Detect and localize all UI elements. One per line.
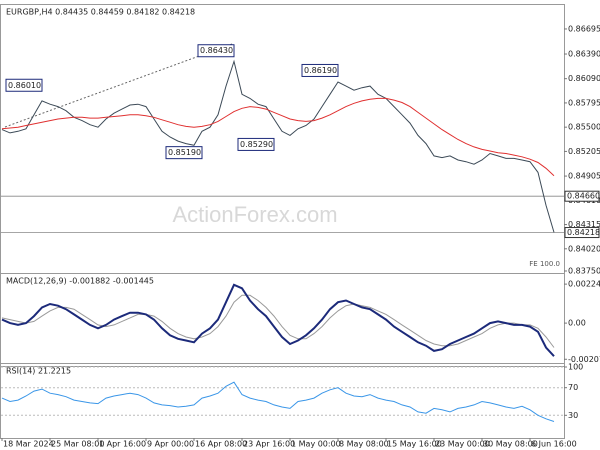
y-tick-label: 0.85205: [568, 147, 600, 156]
panel-title: RSI(14) 21.2215: [6, 367, 71, 376]
swing-label: 0.85190: [168, 148, 201, 157]
y-tick-label: 0.002241: [568, 280, 600, 289]
y-tick-label: 70: [568, 383, 578, 392]
swing-label-box: [197, 44, 235, 58]
series-line: [1, 381, 555, 422]
y-tick-label: 0.85500: [568, 123, 600, 132]
y-tick-label: 0.00: [568, 319, 586, 328]
y-tick-label: 0.85795: [568, 98, 600, 107]
y-tick-label: 0.86695: [568, 24, 600, 33]
level-label: 0.84218: [567, 228, 600, 237]
x-tick-label: 25 Mar 08:00: [51, 440, 104, 449]
swing-label-box: [5, 78, 43, 92]
swing-label-box: [301, 63, 339, 77]
panel-title: EURGBP,H4 0.84435 0.84459 0.84182 0.8421…: [6, 8, 195, 17]
y-tick-label: 100: [568, 363, 583, 372]
swing-label: 0.86010: [8, 81, 41, 90]
y-tick-label: 0.84905: [568, 172, 600, 181]
trend-line: [4, 43, 233, 128]
series-line: [1, 283, 555, 357]
x-tick-label: 18 Mar 2024: [3, 440, 54, 449]
watermark: ActionForex.com: [172, 202, 337, 227]
series-line: [1, 294, 555, 348]
y-tick-label: 0.84315: [568, 220, 600, 229]
swing-label: 0.86190: [304, 66, 337, 75]
x-tick-label: 1 Apr 16:00: [99, 440, 146, 449]
y-tick-label: 30: [568, 411, 578, 420]
x-tick-label: 15 May 16:00: [387, 440, 442, 449]
x-tick-label: 30 May 08:00: [483, 440, 538, 449]
fe-label: FE 100.0: [529, 260, 560, 268]
panel-frame: [0, 363, 565, 439]
swing-label: 0.85290: [240, 140, 273, 149]
x-tick-label: 1 May 00:00: [291, 440, 341, 449]
x-tick-label: 23 May 00:00: [435, 440, 490, 449]
swing-label: 0.86430: [200, 46, 233, 55]
level-label-box: [564, 190, 600, 202]
y-tick-label: -0.002078: [568, 355, 600, 364]
x-tick-label: 9 Apr 00:00: [147, 440, 194, 449]
x-tick-label: 8 May 08:00: [339, 440, 389, 449]
y-tick-label: 0.86390: [568, 50, 600, 59]
y-tick-label: 0.83750: [568, 267, 600, 276]
y-tick-label: 0.84020: [568, 244, 600, 253]
level-label-box: [564, 227, 600, 239]
series-line: [1, 97, 555, 177]
x-tick-label: 6 Jun 16:00: [531, 440, 577, 449]
x-tick-label: 16 Apr 08:00: [195, 440, 247, 449]
level-label: 0.84660: [567, 192, 600, 201]
y-tick-label: 0.86090: [568, 74, 600, 83]
swing-label-box: [165, 146, 203, 160]
series-line: [1, 59, 555, 233]
x-tick-label: 23 Apr 16:00: [243, 440, 295, 449]
panel-title: MACD(12,26,9) -0.001882 -0.001445: [6, 277, 154, 286]
swing-label-box: [237, 137, 275, 151]
